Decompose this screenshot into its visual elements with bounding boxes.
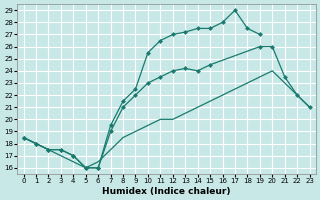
X-axis label: Humidex (Indice chaleur): Humidex (Indice chaleur) [102,187,231,196]
